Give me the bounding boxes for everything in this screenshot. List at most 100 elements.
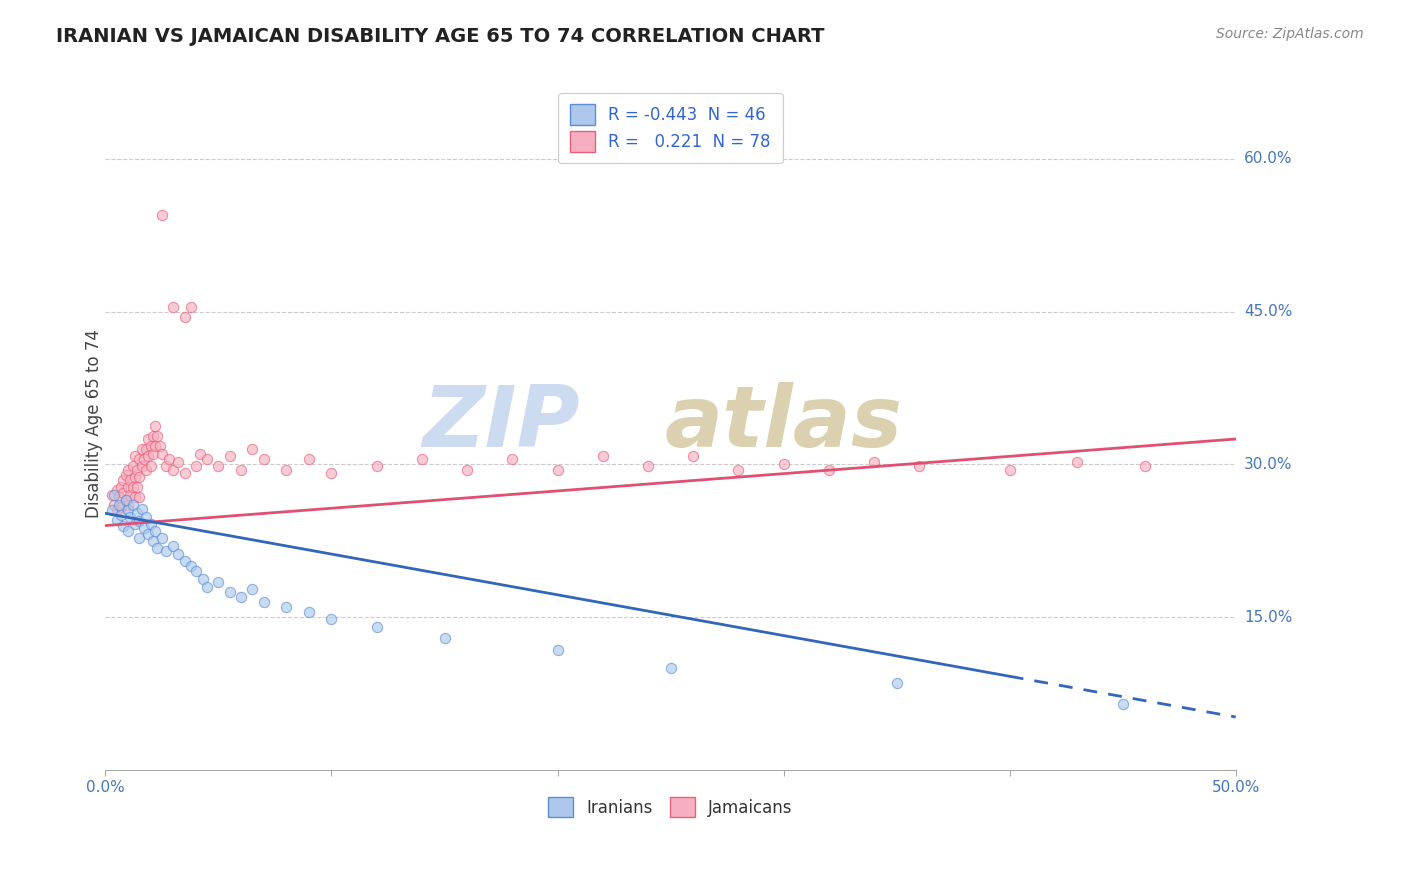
Point xyxy=(173,310,195,324)
Point xyxy=(101,488,124,502)
Point xyxy=(184,565,207,579)
Point xyxy=(135,462,157,476)
Point xyxy=(150,208,173,222)
Point xyxy=(772,458,794,472)
Point xyxy=(117,503,139,517)
Point xyxy=(120,510,142,524)
Point xyxy=(411,452,433,467)
Point xyxy=(166,547,188,561)
Point xyxy=(121,480,143,494)
Point xyxy=(190,447,212,461)
Point xyxy=(114,493,136,508)
Point xyxy=(155,544,177,558)
Point xyxy=(139,459,162,474)
Point xyxy=(298,452,321,467)
Point xyxy=(149,439,172,453)
Point xyxy=(110,480,132,494)
Point xyxy=(143,418,166,433)
Point xyxy=(128,452,150,467)
Point xyxy=(276,600,298,615)
Point xyxy=(173,466,195,480)
Point xyxy=(117,524,139,538)
Point xyxy=(128,531,150,545)
Point xyxy=(142,533,165,548)
Point xyxy=(195,580,218,594)
Point xyxy=(229,462,252,476)
Point xyxy=(139,516,162,531)
Point xyxy=(180,559,202,574)
Point xyxy=(218,584,240,599)
Point xyxy=(321,612,343,626)
Point xyxy=(162,462,184,476)
Point xyxy=(138,450,160,464)
Point xyxy=(124,490,146,504)
Point xyxy=(195,452,218,467)
Point xyxy=(863,455,886,469)
Text: 30.0%: 30.0% xyxy=(1244,457,1292,472)
Point xyxy=(146,429,169,443)
Point xyxy=(659,661,682,675)
Point xyxy=(727,462,749,476)
Point xyxy=(162,300,184,314)
Point xyxy=(637,459,659,474)
Y-axis label: Disability Age 65 to 74: Disability Age 65 to 74 xyxy=(86,329,103,518)
Point xyxy=(128,490,150,504)
Legend: Iranians, Jamaicans: Iranians, Jamaicans xyxy=(541,790,800,824)
Text: ZIP: ZIP xyxy=(423,382,581,466)
Point xyxy=(1112,697,1135,711)
Point xyxy=(125,480,148,494)
Point xyxy=(105,503,128,517)
Text: 45.0%: 45.0% xyxy=(1244,304,1292,319)
Point xyxy=(105,483,128,497)
Point xyxy=(108,490,131,504)
Point xyxy=(229,590,252,604)
Point xyxy=(124,450,146,464)
Point xyxy=(138,432,160,446)
Point xyxy=(547,642,569,657)
Text: atlas: atlas xyxy=(665,382,903,466)
Point xyxy=(240,582,263,596)
Point xyxy=(114,467,136,482)
Point xyxy=(103,488,125,502)
Point xyxy=(135,442,157,457)
Point xyxy=(253,452,276,467)
Point xyxy=(132,520,155,534)
Point xyxy=(143,524,166,538)
Point xyxy=(366,620,388,634)
Point xyxy=(132,452,155,467)
Point xyxy=(547,462,569,476)
Point xyxy=(366,459,388,474)
Point xyxy=(142,429,165,443)
Point xyxy=(298,605,321,619)
Point xyxy=(253,595,276,609)
Point xyxy=(112,518,135,533)
Point xyxy=(180,300,202,314)
Point xyxy=(125,506,148,520)
Point xyxy=(121,459,143,474)
Point xyxy=(121,498,143,512)
Point xyxy=(162,539,184,553)
Point xyxy=(1066,455,1088,469)
Point xyxy=(117,480,139,494)
Point xyxy=(184,459,207,474)
Point xyxy=(101,503,124,517)
Point xyxy=(128,515,150,529)
Point xyxy=(886,676,908,690)
Point xyxy=(207,574,229,589)
Point xyxy=(150,447,173,461)
Point xyxy=(120,473,142,487)
Point xyxy=(433,631,456,645)
Point xyxy=(120,488,142,502)
Point xyxy=(191,572,214,586)
Text: 60.0%: 60.0% xyxy=(1244,152,1292,167)
Point xyxy=(110,500,132,515)
Point xyxy=(998,462,1021,476)
Point xyxy=(592,450,614,464)
Point xyxy=(207,459,229,474)
Point xyxy=(276,462,298,476)
Point xyxy=(501,452,523,467)
Point xyxy=(112,486,135,500)
Point xyxy=(1135,459,1157,474)
Point xyxy=(105,513,128,527)
Point xyxy=(112,473,135,487)
